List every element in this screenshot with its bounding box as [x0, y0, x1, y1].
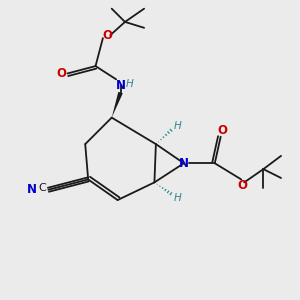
Text: O: O [217, 124, 227, 137]
Text: N: N [116, 79, 126, 92]
Text: N: N [27, 183, 37, 196]
Text: O: O [102, 29, 112, 42]
Text: H: H [174, 122, 182, 131]
Text: H: H [126, 79, 134, 89]
Polygon shape [112, 92, 123, 118]
Text: N: N [179, 157, 189, 170]
Text: O: O [238, 179, 248, 192]
Text: O: O [57, 67, 67, 80]
Text: C: C [38, 183, 46, 193]
Text: H: H [174, 193, 182, 203]
